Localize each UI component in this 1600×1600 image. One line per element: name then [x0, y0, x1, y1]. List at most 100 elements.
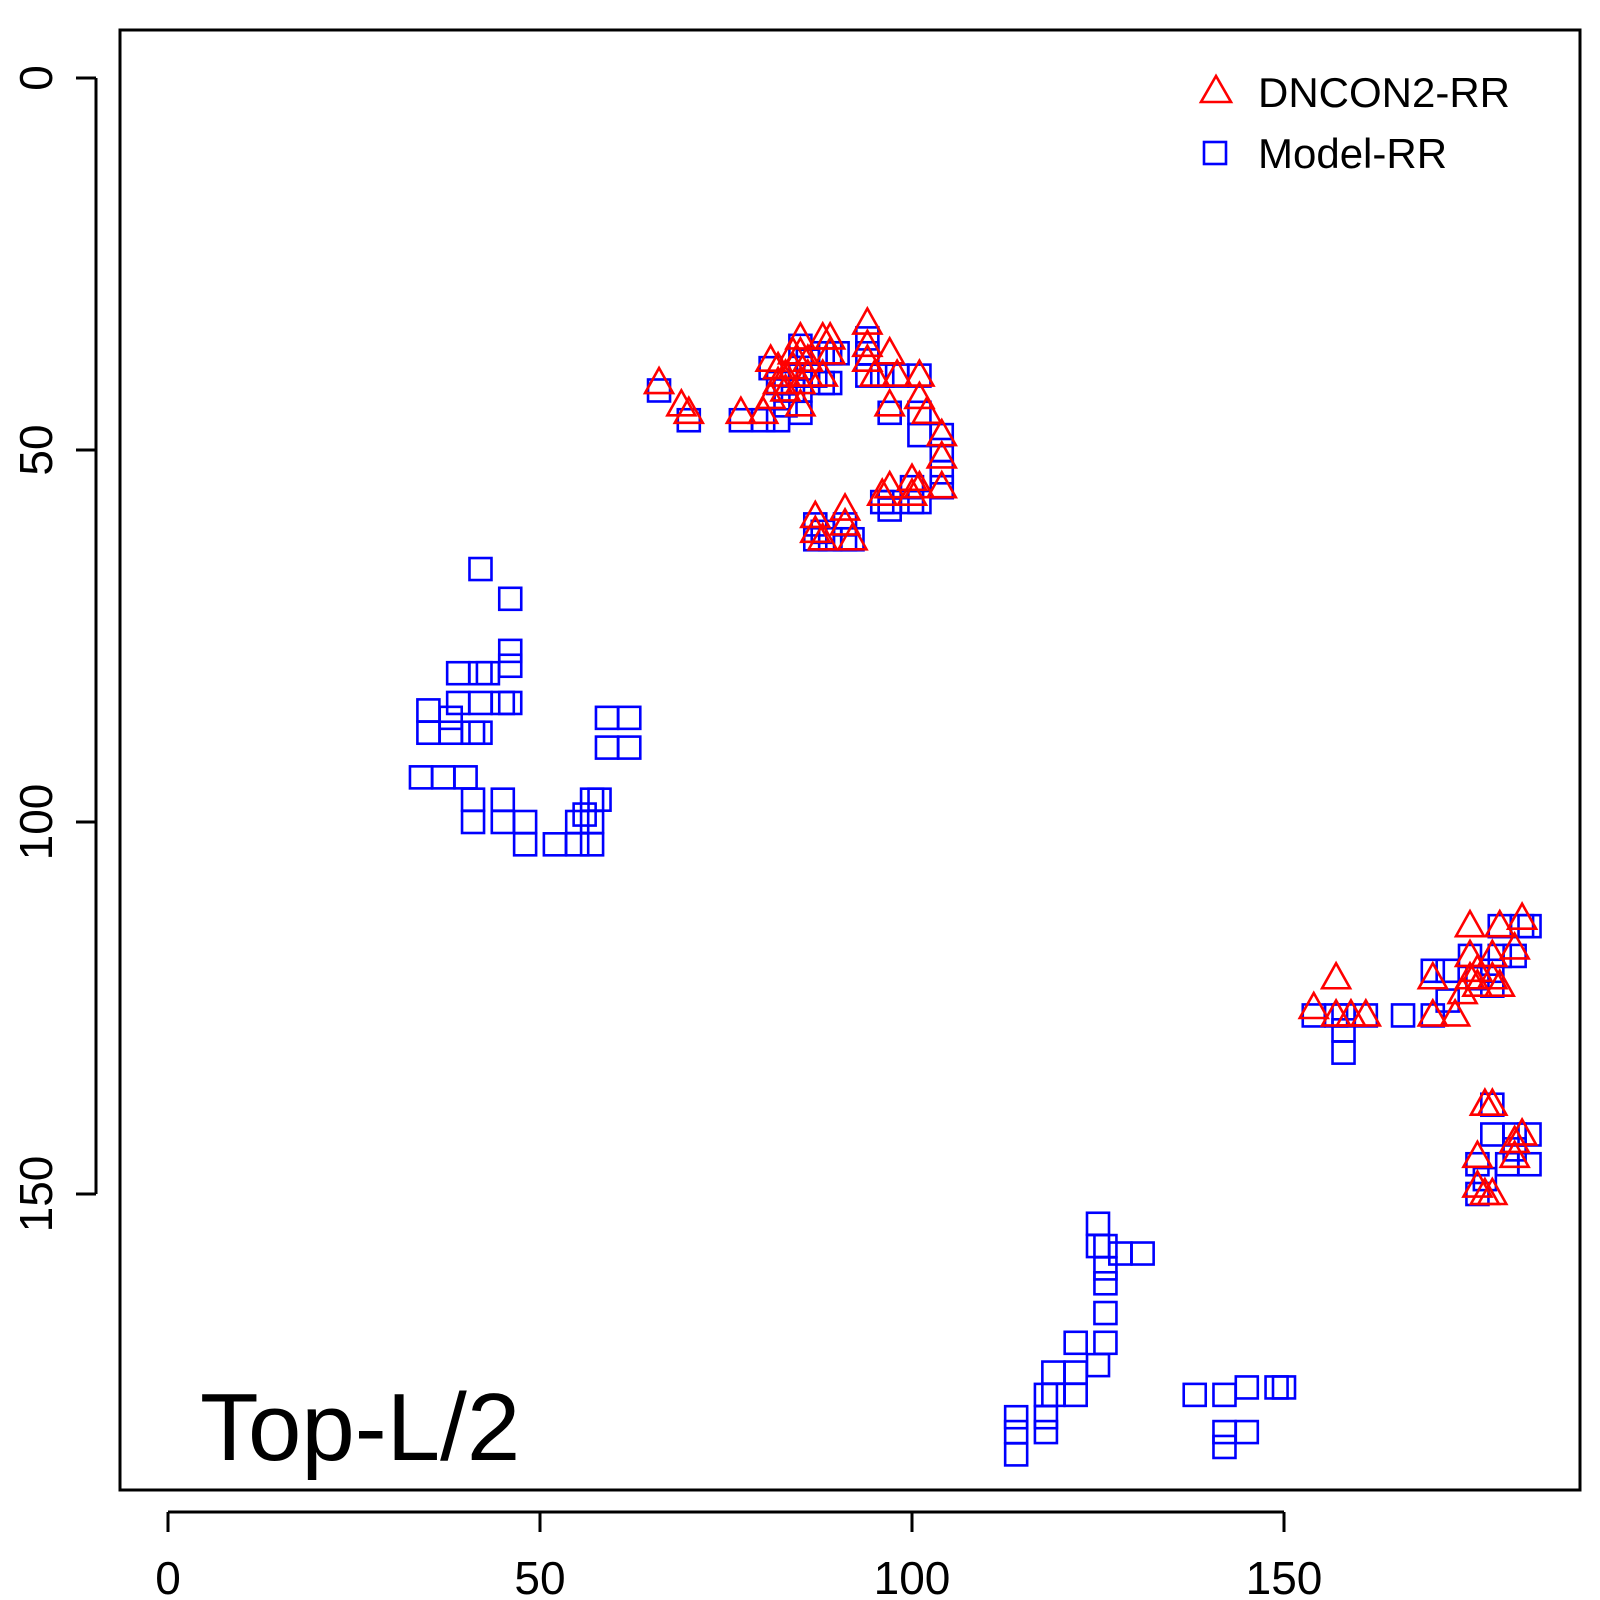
dncon2-rr-point	[784, 365, 817, 395]
dncon2-rr-point	[784, 335, 817, 365]
dncon2-rr-point	[903, 357, 936, 387]
model-rr-point	[1517, 1151, 1542, 1177]
model-rr-point	[1003, 1419, 1029, 1445]
x-tick-label: 150	[1246, 1552, 1323, 1600]
dncon2-rr-point	[1416, 960, 1450, 990]
model-rr-point	[1234, 1419, 1260, 1445]
model-rr-point	[616, 705, 642, 731]
dncon2-rr-point	[851, 305, 884, 335]
model-rr-point	[1108, 1241, 1133, 1266]
model-rr-point	[1420, 958, 1446, 984]
dncon2-rr-point	[903, 380, 936, 410]
model-rr-point	[1093, 1256, 1118, 1281]
dncon2-rr-point	[1461, 1168, 1494, 1198]
dncon2-rr-point	[925, 417, 958, 447]
dncon2-rr-point	[769, 372, 802, 402]
model-rr-point	[416, 698, 441, 723]
dncon2-rr-point	[1453, 960, 1487, 990]
dncon2-rr-point	[828, 491, 862, 521]
legend: DNCON2-RR Model-RR	[1198, 69, 1510, 177]
model-rr-point	[1085, 1211, 1111, 1237]
y-tick-label: 100	[10, 784, 62, 861]
model-rr-point	[877, 400, 902, 426]
model-rr-point	[572, 802, 597, 827]
model-rr-point	[1003, 1404, 1029, 1430]
dncon2-rr-point	[866, 476, 899, 506]
model-rr-point	[445, 660, 471, 686]
model-rr-point	[579, 832, 605, 857]
model-rr-point	[468, 720, 493, 746]
dncon2-rr-point	[851, 343, 884, 373]
dncon2-rr-point	[873, 335, 906, 365]
chart-annotation: Top-L/2	[200, 1374, 520, 1481]
x-tick-label: 0	[155, 1552, 181, 1600]
dncon2-rr-point	[813, 335, 847, 365]
plot-frame	[118, 28, 1582, 1492]
y-tick-label: 50	[10, 424, 62, 475]
model-rr-point	[490, 787, 516, 812]
model-rr-point	[646, 378, 672, 403]
dncon2-rr-point	[776, 350, 810, 380]
model-rr-point	[1130, 1241, 1155, 1266]
model-rr-point	[1480, 1122, 1505, 1147]
model-rr-point	[1331, 1040, 1356, 1065]
dncon2-rr-point	[1461, 953, 1494, 983]
model-rr-point	[1212, 1382, 1237, 1408]
dncon2-rr-point	[895, 462, 929, 492]
dncon2-rr-point	[806, 521, 839, 551]
legend-label-dncon2-rr: DNCON2-RR	[1258, 69, 1510, 116]
dncon2-rr-point	[836, 521, 869, 551]
model-rr-point	[1212, 1434, 1237, 1460]
model-rr-point	[1041, 1382, 1066, 1408]
y-tick-label: 0	[10, 65, 62, 91]
x-tick-label: 50	[514, 1552, 565, 1600]
dncon2-rr-point	[1416, 997, 1450, 1027]
dncon2-rr-point	[769, 357, 802, 387]
legend-square-icon	[1202, 140, 1228, 166]
dncon2-rr-point	[873, 469, 906, 499]
model-rr-point	[1264, 1375, 1289, 1400]
dncon2-rr-point	[1476, 960, 1509, 990]
dncon2-rr-point	[784, 320, 817, 350]
model-rr-point	[1093, 1233, 1118, 1259]
dncon2-rr-point	[1498, 1139, 1531, 1169]
model-rr-point	[594, 735, 620, 760]
model-rr-point	[453, 765, 478, 790]
model-rr-point	[929, 460, 955, 485]
dncon2-rr-point	[895, 476, 929, 506]
model-rr-point	[497, 690, 523, 716]
model-rr-point	[460, 720, 486, 746]
dncon2-rr-point	[1453, 938, 1487, 968]
model-rr-point	[460, 809, 486, 835]
model-rr-point	[579, 809, 605, 835]
dncon2-rr-point	[1349, 997, 1383, 1027]
model-rr-point	[1003, 1442, 1029, 1467]
y-tick-label: 150	[10, 1156, 62, 1233]
dncon2-rr-point	[746, 395, 780, 425]
model-rr-point	[438, 720, 464, 746]
model-rr-point	[445, 690, 471, 716]
model-rr-point	[438, 705, 464, 731]
axes-layer: 0 50 100 150 0 50 100 150	[10, 65, 1322, 1600]
model-rr-point	[1063, 1330, 1088, 1356]
model-rr-point	[542, 832, 568, 857]
model-rr-point	[587, 787, 612, 812]
model-rr-point	[1093, 1270, 1118, 1296]
model-rr-point	[788, 400, 813, 426]
model-rr-point	[490, 809, 516, 835]
model-rr-point	[1085, 1233, 1111, 1259]
dncon2-rr-point	[1483, 968, 1516, 997]
legend-label-model-rr: Model-RR	[1258, 130, 1447, 177]
dncon2-rr-point	[880, 357, 914, 387]
dncon2-rr-point	[754, 380, 787, 410]
dncon2-rr-point	[903, 469, 936, 499]
model-rr-point	[877, 497, 902, 522]
dncon2-rr-point	[672, 395, 706, 425]
model-rr-point	[468, 660, 493, 686]
model-rr-point	[497, 638, 523, 664]
model-rr-point	[468, 690, 493, 716]
dncon2-rr-point	[806, 357, 839, 387]
model-rr-point	[1502, 943, 1527, 969]
dncon2-rr-point	[925, 439, 958, 469]
dncon2-rr-point	[828, 506, 862, 536]
